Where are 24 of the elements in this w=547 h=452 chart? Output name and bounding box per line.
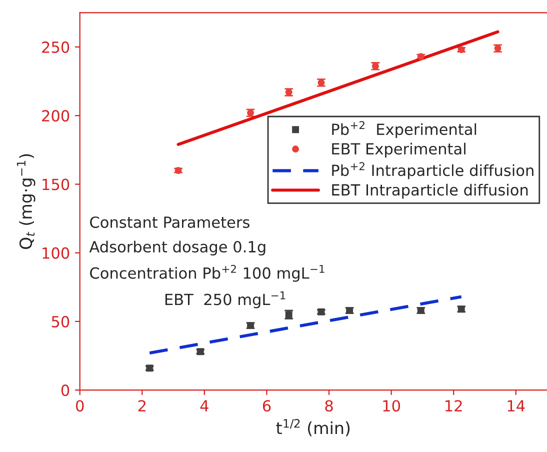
x-tick-label: 12 (446, 400, 462, 412)
legend-label: EBT Experimental (332, 142, 466, 158)
x-tick-label: 8 (325, 400, 333, 412)
legend-label: Pb$^{+2}$ Experimental (332, 121, 476, 138)
y-tick-label: 100 (42, 247, 70, 259)
y-tick-label: 0 (61, 384, 70, 396)
x-axis-title: t$^{1/2}$ (min) (276, 419, 350, 436)
legend-label: EBT Intraparticle diffusion (332, 184, 528, 199)
x-tick-label: 4 (200, 400, 208, 412)
y-tick-label: 200 (42, 110, 70, 122)
x-tick-label: 0 (76, 400, 84, 412)
y-axis-title: Q$_{t}$ (mg·g$^{−1}$) (16, 154, 36, 250)
x-tick-label: 14 (508, 400, 525, 412)
legend-label: Pb$^{+2}$ Intraparticle diffusion (332, 162, 534, 180)
y-tick-label: 50 (52, 316, 70, 328)
x-tick-label: 2 (138, 400, 146, 412)
x-tick-label: 10 (383, 400, 400, 412)
y-tick-label: 250 (42, 41, 70, 53)
annotation: Adsorbent dosage 0.1g (89, 240, 266, 256)
annotation: EBT 250 mgL$^{−1}$ (165, 291, 286, 308)
annotation: Constant Parameters (90, 216, 250, 228)
annotation: Concentration Pb$^{+2}$ 100 mgL$^{−1}$ (90, 264, 324, 282)
x-tick-label: 6 (262, 400, 271, 412)
y-tick-label: 150 (42, 178, 70, 190)
